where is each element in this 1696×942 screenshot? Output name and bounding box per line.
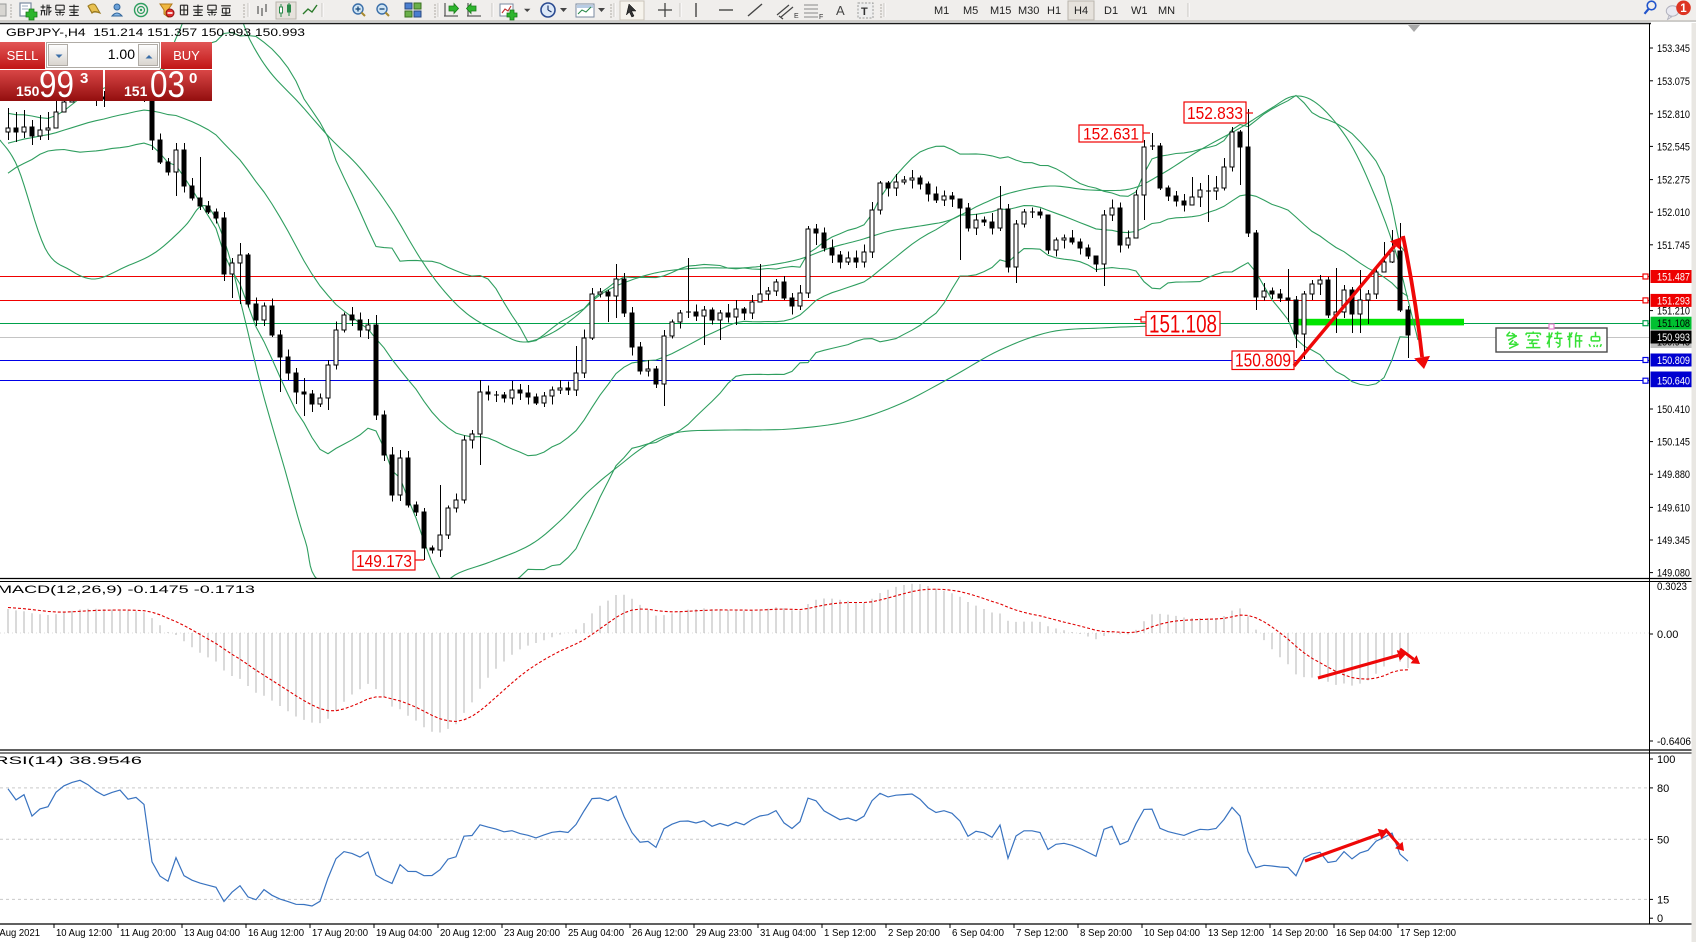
svg-text:149.173: 149.173: [356, 551, 412, 571]
svg-text:149.080: 149.080: [1657, 568, 1690, 580]
svg-text:150.145: 150.145: [1657, 437, 1690, 449]
svg-text:150.410: 150.410: [1657, 404, 1690, 416]
svg-text:8 Sep 20:00: 8 Sep 20:00: [1080, 927, 1132, 939]
svg-text:7 Sep 12:00: 7 Sep 12:00: [1016, 927, 1068, 939]
svg-text:M5: M5: [963, 5, 978, 17]
svg-text:151.210: 151.210: [1657, 306, 1690, 318]
svg-text:26 Aug 12:00: 26 Aug 12:00: [632, 927, 688, 939]
svg-text:17 Sep 12:00: 17 Sep 12:00: [1400, 927, 1456, 939]
svg-text:152.631: 152.631: [1083, 125, 1139, 143]
svg-text:25 Aug 04:00: 25 Aug 04:00: [568, 927, 624, 939]
svg-text:E: E: [794, 13, 799, 20]
svg-text:152.810: 152.810: [1657, 109, 1690, 121]
svg-text:152.833: 152.833: [1187, 103, 1243, 123]
svg-text:M30: M30: [1018, 5, 1039, 17]
svg-text:150.993: 150.993: [1657, 332, 1690, 344]
svg-text:0.3023: 0.3023: [1657, 581, 1687, 593]
svg-text:H4: H4: [1074, 5, 1088, 17]
svg-text:149.345: 149.345: [1657, 535, 1690, 547]
svg-text:16 Sep 04:00: 16 Sep 04:00: [1336, 927, 1392, 939]
svg-text:50: 50: [1657, 834, 1669, 846]
svg-text:1 Sep 12:00: 1 Sep 12:00: [824, 927, 876, 939]
svg-text:MN: MN: [1158, 5, 1175, 17]
svg-text:150.809: 150.809: [1657, 355, 1690, 367]
svg-text:149.880: 149.880: [1657, 469, 1690, 481]
svg-text:M15: M15: [990, 5, 1011, 17]
svg-text:6 Sep 04:00: 6 Sep 04:00: [952, 927, 1004, 939]
svg-text:M1: M1: [934, 5, 949, 17]
svg-text:151.108: 151.108: [1149, 311, 1217, 339]
svg-text:MACD(12,26,9) -0.1475 -0.1713: MACD(12,26,9) -0.1475 -0.1713: [0, 584, 255, 596]
svg-text:A: A: [836, 3, 845, 18]
svg-text:151.108: 151.108: [1657, 318, 1690, 330]
svg-text:9 Aug 2021: 9 Aug 2021: [0, 927, 40, 939]
svg-text:W1: W1: [1131, 5, 1148, 17]
svg-text:13 Aug 04:00: 13 Aug 04:00: [184, 927, 240, 939]
svg-text:152.545: 152.545: [1657, 141, 1690, 153]
svg-text:149.610: 149.610: [1657, 502, 1690, 514]
svg-text:150.640: 150.640: [1657, 376, 1690, 388]
svg-text:11 Aug 20:00: 11 Aug 20:00: [120, 927, 176, 939]
svg-text:150.809: 150.809: [1235, 351, 1291, 371]
svg-text:0.00: 0.00: [1657, 629, 1678, 641]
svg-text:153.345: 153.345: [1657, 43, 1690, 55]
svg-text:151.745: 151.745: [1657, 240, 1690, 252]
svg-text:0: 0: [1657, 913, 1663, 925]
svg-text:D1: D1: [1104, 5, 1118, 17]
svg-text:151.293: 151.293: [1657, 295, 1690, 307]
svg-text:14 Sep 20:00: 14 Sep 20:00: [1272, 927, 1328, 939]
svg-text:80: 80: [1657, 783, 1669, 795]
svg-text:10 Sep 04:00: 10 Sep 04:00: [1144, 927, 1200, 939]
svg-text:16 Aug 12:00: 16 Aug 12:00: [248, 927, 304, 939]
svg-text:1: 1: [1680, 3, 1687, 15]
svg-text:10 Aug 12:00: 10 Aug 12:00: [56, 927, 112, 939]
svg-text:T: T: [861, 6, 868, 18]
svg-text:151.487: 151.487: [1657, 272, 1690, 284]
svg-text:2 Sep 20:00: 2 Sep 20:00: [888, 927, 940, 939]
svg-text:19 Aug 04:00: 19 Aug 04:00: [376, 927, 432, 939]
svg-text:F: F: [819, 14, 823, 21]
svg-text:20 Aug 12:00: 20 Aug 12:00: [440, 927, 496, 939]
svg-text:100: 100: [1657, 754, 1675, 766]
svg-text:153.075: 153.075: [1657, 76, 1690, 88]
svg-text:H1: H1: [1047, 5, 1061, 17]
svg-text:152.275: 152.275: [1657, 175, 1690, 187]
svg-text:GBPJPY-,H4 151.214 151.357 15: GBPJPY-,H4 151.214 151.357 150.993 150.9…: [6, 27, 305, 39]
svg-text:29 Aug 23:00: 29 Aug 23:00: [696, 927, 752, 939]
svg-text:31 Aug 04:00: 31 Aug 04:00: [760, 927, 816, 939]
svg-text:13 Sep 12:00: 13 Sep 12:00: [1208, 927, 1264, 939]
svg-text:152.010: 152.010: [1657, 207, 1690, 219]
svg-text:RSI(14) 38.9546: RSI(14) 38.9546: [0, 755, 142, 767]
svg-text:17 Aug 20:00: 17 Aug 20:00: [312, 927, 368, 939]
svg-text:-0.6406: -0.6406: [1657, 736, 1691, 748]
svg-text:23 Aug 20:00: 23 Aug 20:00: [504, 927, 560, 939]
svg-text:15: 15: [1657, 894, 1669, 906]
